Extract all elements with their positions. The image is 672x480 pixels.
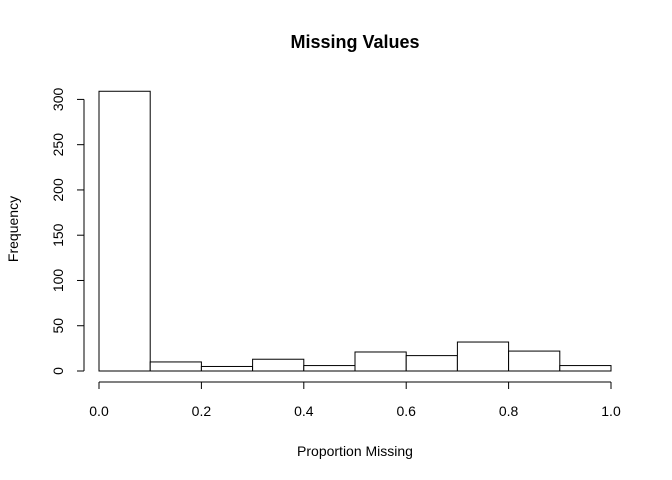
y-tick-label-4: 200	[50, 178, 66, 202]
x-axis-title: Proportion Missing	[297, 443, 413, 459]
x-tick-label-3: 0.6	[396, 403, 416, 419]
x-tick-label-1: 0.2	[192, 403, 212, 419]
histogram-bar-1	[149, 361, 202, 372]
y-axis: 0 50 100 150 200 250 300	[50, 88, 85, 375]
histogram-bar-7	[456, 341, 510, 372]
y-tick-label-5: 250	[50, 133, 66, 157]
histogram-bar-5	[354, 351, 407, 372]
x-tick-label-4: 0.8	[499, 403, 519, 419]
y-axis-title: Frequency	[5, 196, 21, 262]
y-tick-label-0: 0	[50, 367, 66, 375]
x-tick-label-5: 1.0	[601, 403, 621, 419]
chart-title: Missing Values	[290, 32, 419, 52]
histogram-bar-6	[405, 355, 458, 372]
histogram-bar-4	[303, 365, 356, 372]
histogram-bar-8	[508, 350, 561, 372]
y-tick-label-2: 100	[50, 269, 66, 293]
y-tick-label-6: 300	[50, 88, 66, 112]
histogram-bar-0	[98, 90, 151, 372]
y-tick-label-1: 50	[50, 318, 66, 334]
x-tick-label-2: 0.4	[294, 403, 314, 419]
histogram-bar-9	[559, 365, 612, 372]
bars-layer	[98, 90, 612, 372]
histogram-bar-3	[252, 358, 305, 372]
y-tick-label-3: 150	[50, 223, 66, 247]
x-axis: 0.0 0.2 0.4 0.6 0.8 1.0	[89, 381, 621, 419]
histogram-bar-2	[200, 365, 254, 372]
x-tick-label-0: 0.0	[89, 403, 109, 419]
